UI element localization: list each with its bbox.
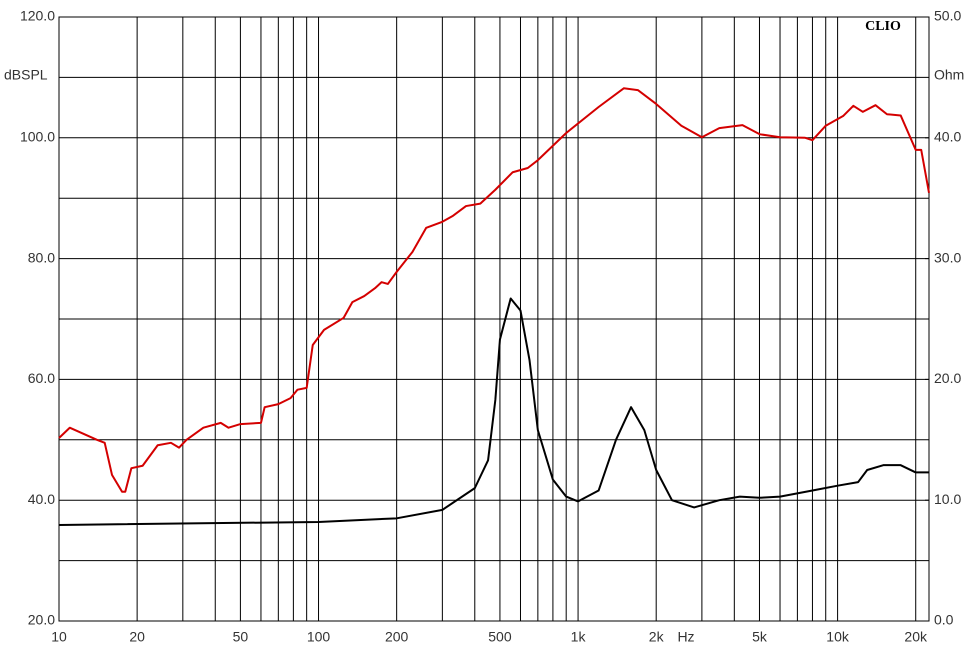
y-tick-label: 20.0 <box>28 612 55 628</box>
x-tick-label: 20k <box>904 629 928 645</box>
y2-tick-label: 0.0 <box>934 612 954 628</box>
y-axis-label: dBSPL <box>4 67 48 83</box>
x-tick-label: 500 <box>488 629 512 645</box>
x-tick-label: 50 <box>233 629 249 645</box>
y-tick-label: 100.0 <box>20 129 55 145</box>
y2-tick-label: 20.0 <box>934 370 961 386</box>
x-tick-label: 10 <box>51 629 67 645</box>
brand: CLIO <box>865 19 901 34</box>
y-tick-label: 120.0 <box>20 8 55 24</box>
y2-tick-label: 10.0 <box>934 491 961 507</box>
x-tick-label: 100 <box>307 629 331 645</box>
x-tick-label: 5k <box>752 629 768 645</box>
data-line <box>58 87 930 493</box>
y2-axis-label: Ohm <box>934 67 964 83</box>
x-tick-label: 20 <box>129 629 145 645</box>
y2-tick-label: 50.0 <box>934 8 961 24</box>
x-tick-label: 2k <box>649 629 665 645</box>
data-line <box>58 297 929 526</box>
y-tick-label: 60.0 <box>28 370 55 386</box>
y-tick-label: 80.0 <box>28 249 55 265</box>
y2-tick-label: 40.0 <box>934 129 961 145</box>
x-tick-label: 200 <box>385 629 409 645</box>
y-tick-label: 40.0 <box>28 491 55 507</box>
y2-tick-label: 30.0 <box>934 249 961 265</box>
x-tick-label: 10k <box>826 629 850 645</box>
x-tick-label: 1k <box>571 629 587 645</box>
x-axis-label: Hz <box>677 629 694 645</box>
